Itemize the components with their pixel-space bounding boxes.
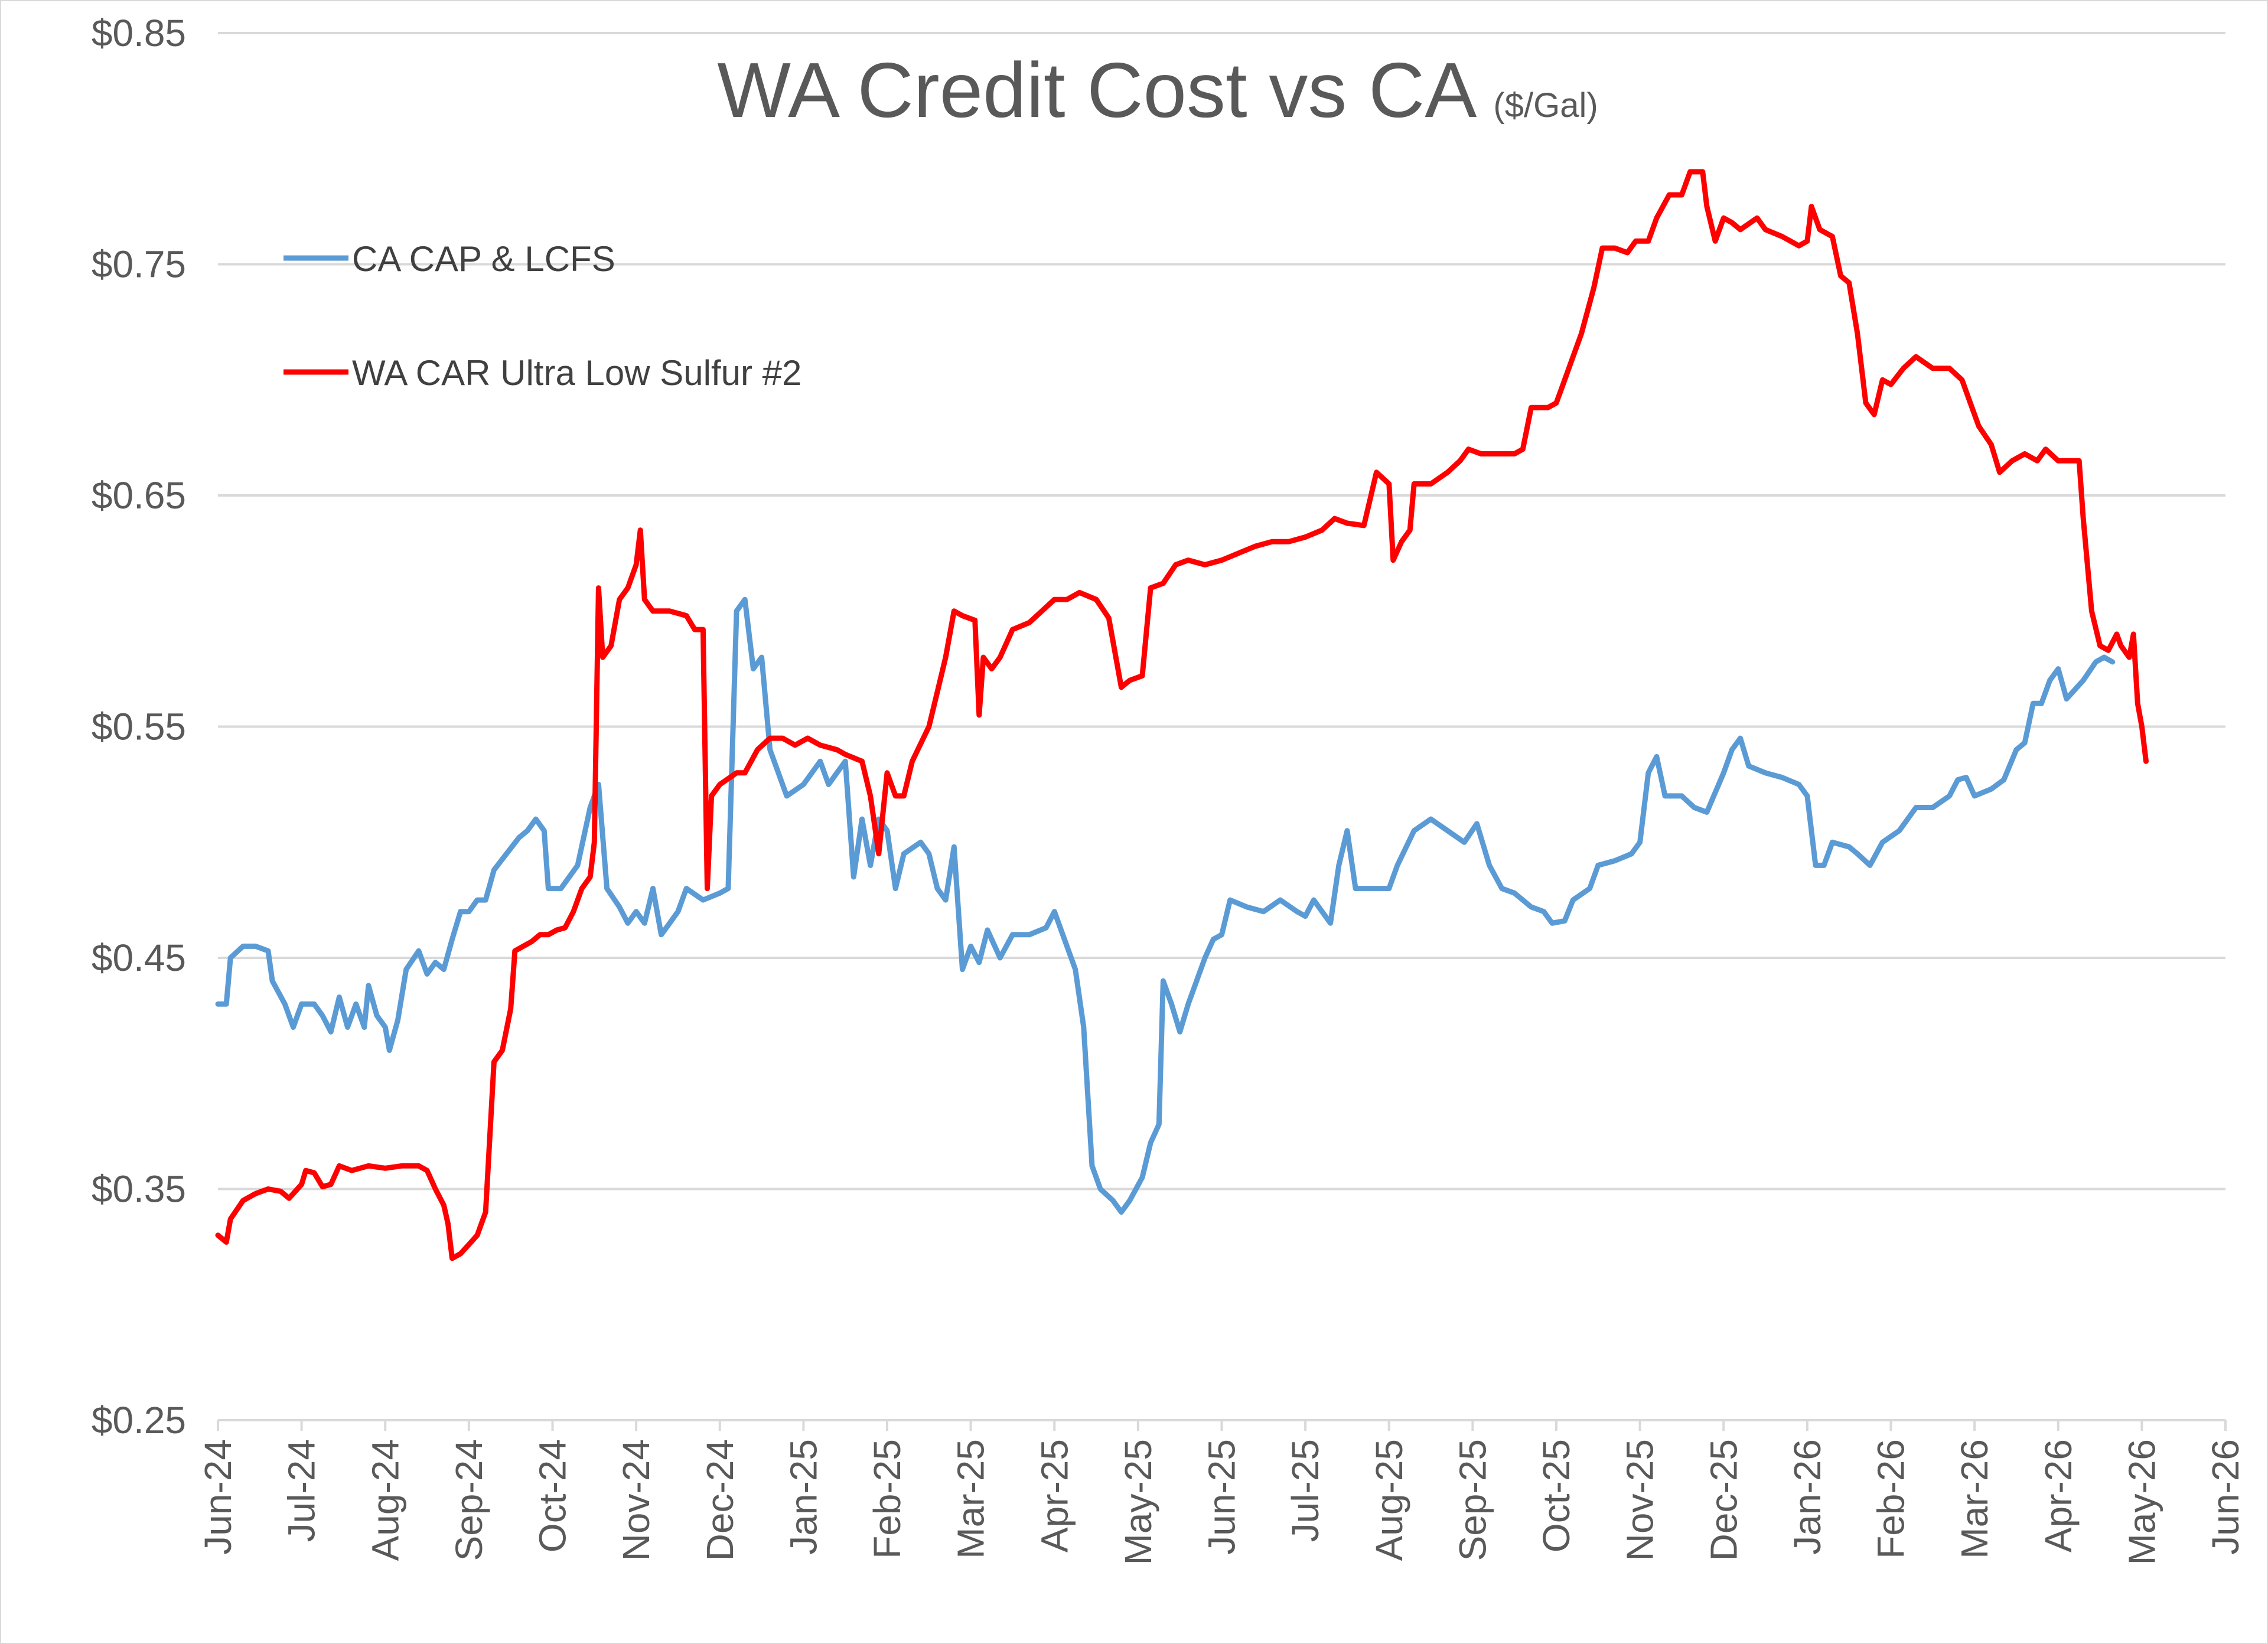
x-tick-label: Jan-26 bbox=[1786, 1439, 1829, 1555]
chart-title: WA Credit Cost vs CA ($/Gal) bbox=[717, 47, 1598, 133]
x-tick-label: Oct-24 bbox=[532, 1439, 574, 1552]
x-tick-label: Nov-24 bbox=[615, 1439, 657, 1561]
y-tick-label: $0.35 bbox=[92, 1168, 186, 1211]
chart-title-main: WA Credit Cost vs CA bbox=[717, 47, 1477, 133]
x-tick-label: Aug-24 bbox=[364, 1439, 406, 1561]
series-line-wa-car-ulsd2 bbox=[215, 169, 2149, 1261]
x-tick-label: Nov-25 bbox=[1619, 1439, 1661, 1561]
x-tick-label: Jun-24 bbox=[197, 1439, 239, 1555]
series-line-ca-cap-lcfs bbox=[215, 596, 2116, 1215]
y-tick-label: $0.85 bbox=[92, 12, 186, 54]
x-tick-label: Apr-25 bbox=[1033, 1439, 1076, 1552]
series-lines bbox=[215, 169, 2149, 1261]
x-tick-label: Oct-25 bbox=[1535, 1439, 1578, 1552]
x-tick-label: Dec-24 bbox=[699, 1439, 741, 1561]
x-tick-label: Sep-24 bbox=[448, 1439, 490, 1561]
legend-label-wa: WA CAR Ultra Low Sulfur #2 bbox=[352, 353, 801, 393]
x-tick-label: May-26 bbox=[2120, 1439, 2163, 1565]
y-tick-label: $0.25 bbox=[92, 1399, 186, 1441]
gridlines bbox=[218, 32, 2225, 1190]
x-tick-label: Dec-25 bbox=[1702, 1439, 1745, 1561]
x-tick-label: Mar-25 bbox=[950, 1439, 992, 1559]
x-axis bbox=[217, 1419, 2227, 1431]
y-tick-label: $0.65 bbox=[92, 474, 186, 517]
x-tick-label: Apr-26 bbox=[2037, 1439, 2080, 1552]
y-tick-label: $0.45 bbox=[92, 937, 186, 979]
chart-title-unit: ($/Gal) bbox=[1493, 86, 1598, 125]
x-tick-label: Feb-25 bbox=[866, 1439, 908, 1559]
x-tick-label: Feb-26 bbox=[1870, 1439, 1912, 1559]
x-tick-label: Jun-25 bbox=[1201, 1439, 1243, 1555]
x-tick-label: Jan-25 bbox=[782, 1439, 825, 1555]
x-tick-label: May-25 bbox=[1117, 1439, 1159, 1565]
x-tick-label: Mar-26 bbox=[1953, 1439, 1996, 1559]
x-tick-label: Jun-26 bbox=[2204, 1439, 2247, 1555]
y-tick-label: $0.55 bbox=[92, 706, 186, 748]
y-tick-label: $0.75 bbox=[92, 243, 186, 286]
x-tick-label: Sep-25 bbox=[1451, 1439, 1494, 1561]
y-axis-tick-labels: $0.85 $0.75 $0.65 $0.55 $0.45 $0.35 $0.25 bbox=[92, 12, 186, 1441]
x-tick-label: Aug-25 bbox=[1368, 1439, 1410, 1561]
x-tick-label: Jul-24 bbox=[281, 1439, 323, 1542]
x-axis-tick-labels: Jun-24 Jul-24 Aug-24 Sep-24 Oct-24 Nov-24 Dec-… bbox=[197, 1439, 2247, 1565]
legend-label-ca: CA CAP & LCFS bbox=[352, 239, 615, 279]
x-tick-label: Jul-25 bbox=[1284, 1439, 1327, 1542]
legend: CA CAP & LCFS WA CAR Ultra Low Sulfur #2 bbox=[284, 239, 801, 393]
